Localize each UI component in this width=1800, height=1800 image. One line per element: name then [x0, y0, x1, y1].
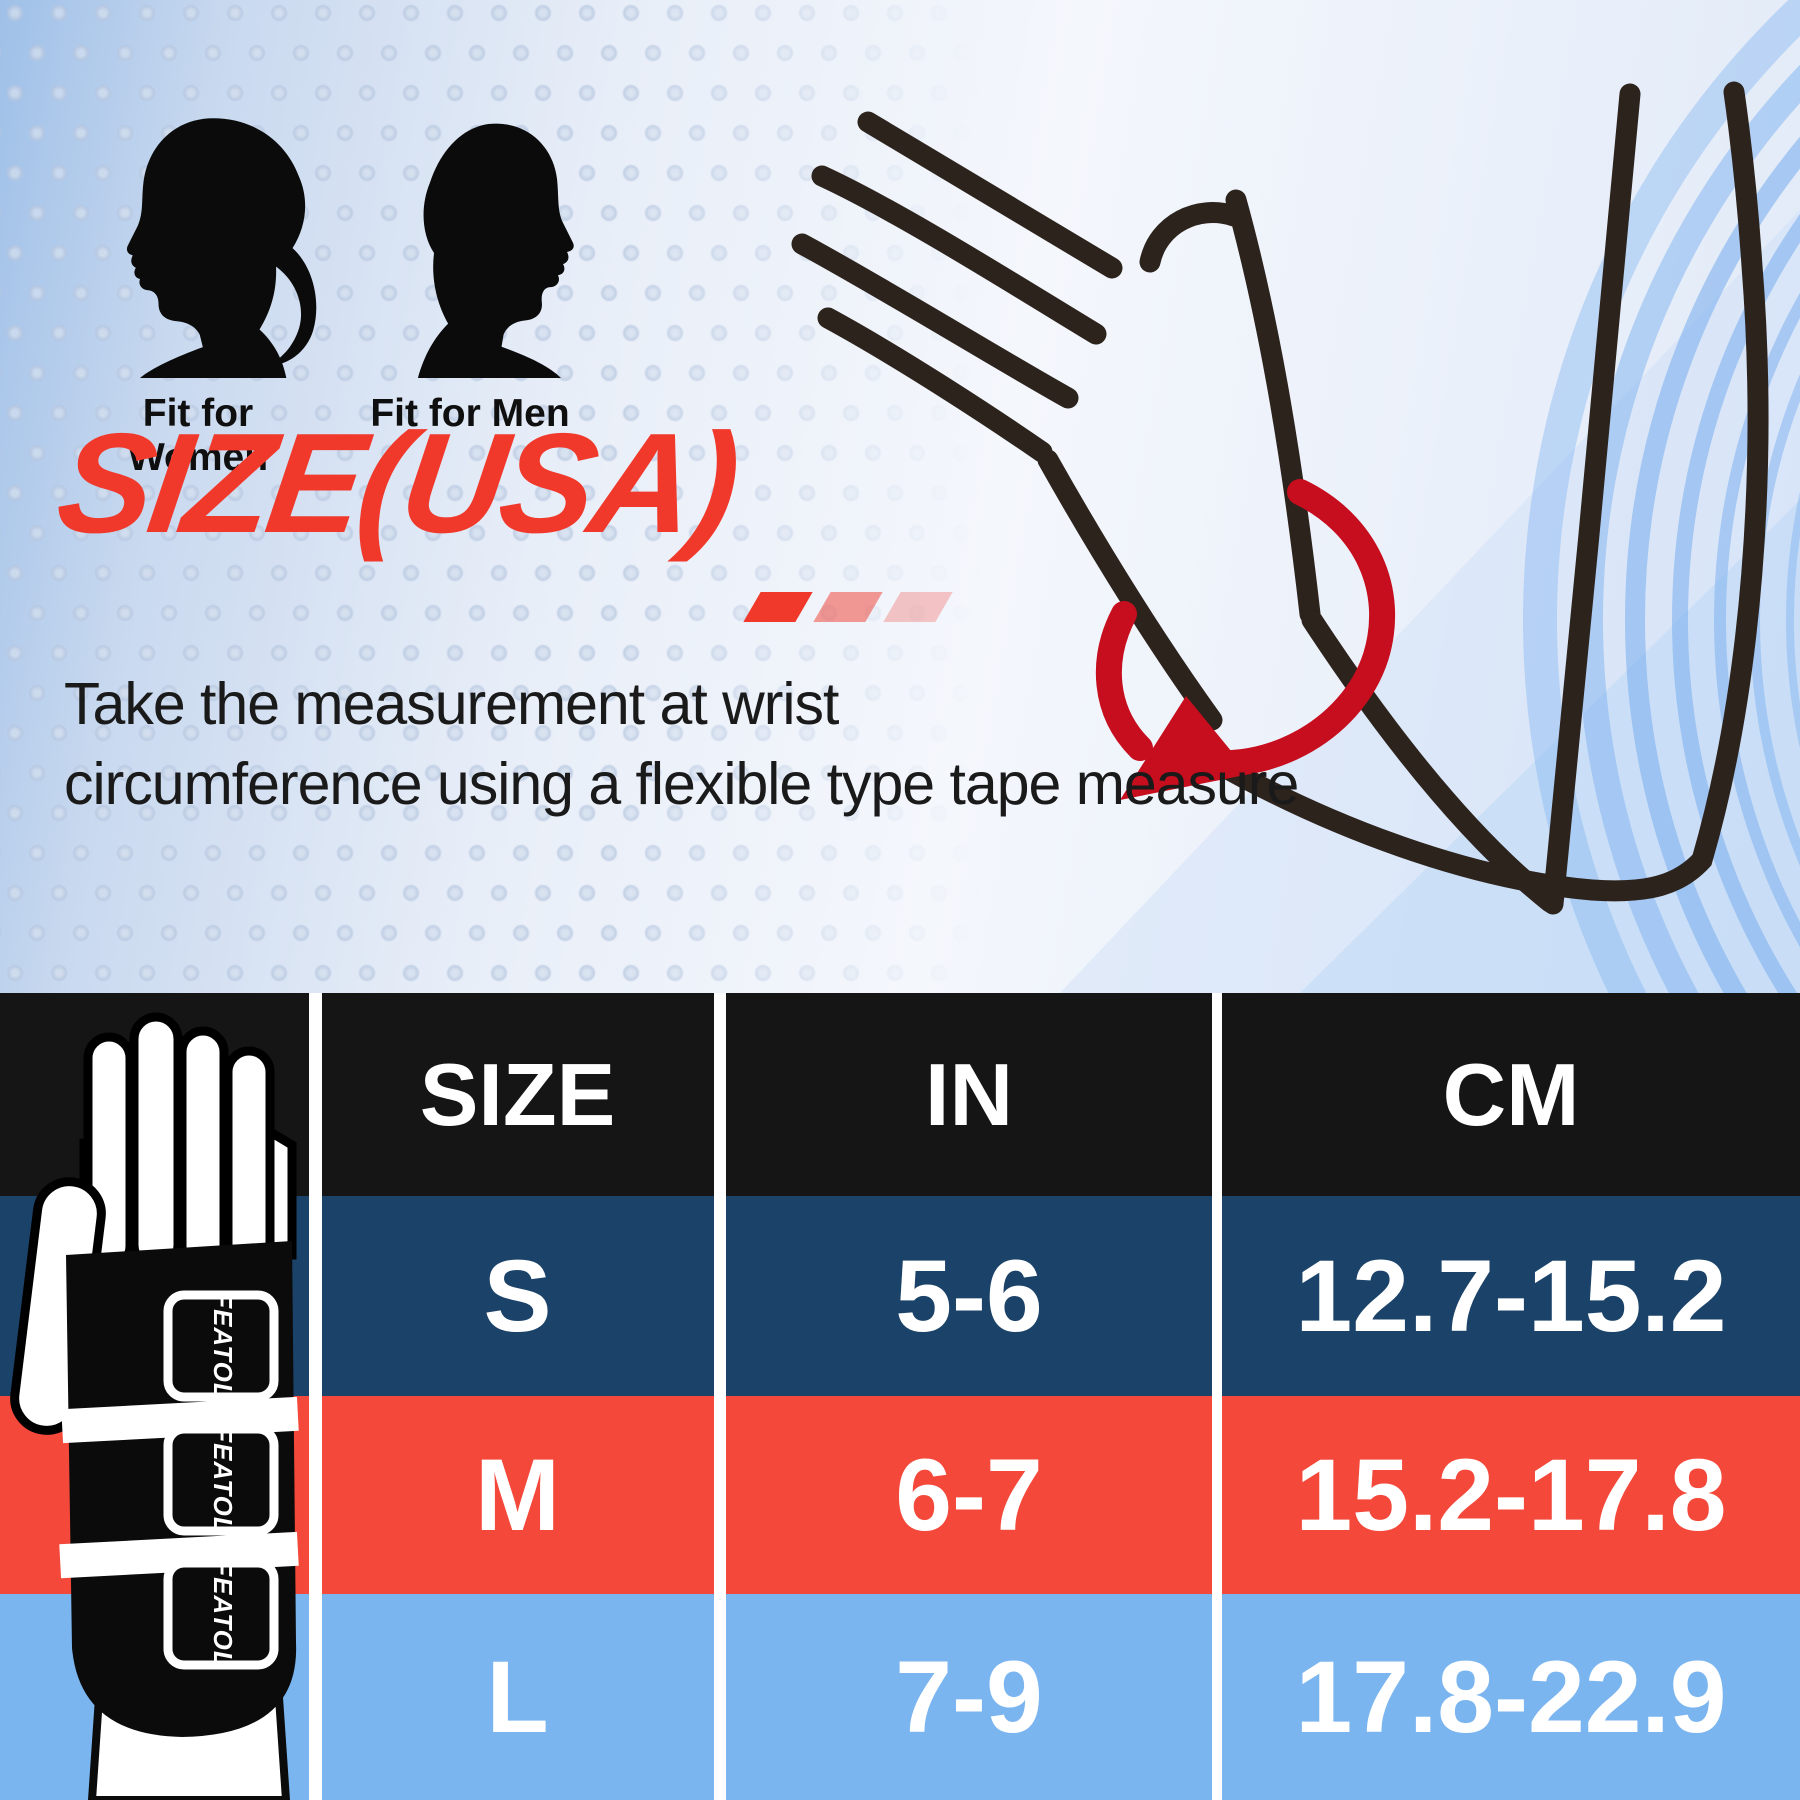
header-in: IN [925, 1044, 1013, 1144]
table-row-s-band [0, 1196, 1800, 1396]
wrist-measure-illustration [791, 81, 1769, 915]
column-separator [309, 993, 322, 1800]
brand-label: FEATOL [163, 1290, 279, 1402]
header-size: SIZE [419, 1044, 616, 1144]
brand-text: FEATOL [208, 1426, 238, 1534]
man-silhouette-icon [417, 123, 574, 378]
table-header-band [0, 993, 1800, 1196]
row-l-cm: 17.8-22.9 [1295, 1639, 1727, 1754]
finger-line [857, 111, 1123, 279]
column-separator [1212, 993, 1222, 1800]
row-l-in: 7-9 [895, 1639, 1043, 1754]
brand-label: FEATOL [163, 1424, 279, 1536]
brand-text: FEATOL [208, 1560, 238, 1668]
row-s-cm: 12.7-15.2 [1295, 1238, 1727, 1353]
fit-for-women-label: Fit for Women [127, 392, 269, 479]
dash-icon [813, 592, 883, 622]
row-l-size: L [486, 1639, 549, 1754]
column-separator [714, 993, 726, 1800]
instruction-line-1: Take the measurement at wrist [64, 671, 839, 737]
measurement-instructions: Take the measurement at wrist circumfere… [64, 664, 1624, 824]
table-row-l-band [0, 1594, 1800, 1800]
dash-icon [883, 592, 953, 622]
woman-silhouette-icon [126, 118, 317, 378]
dash-icon [743, 592, 813, 622]
wrist-brace-illustration: FEATOL FEATOL FEATOL [10, 1012, 299, 1800]
table-row-m-band [0, 1396, 1800, 1594]
measuring-tape-loop-icon [1095, 479, 1396, 800]
page-title: SIZE(USA) [48, 404, 746, 563]
brand-label: FEATOL [163, 1558, 279, 1670]
row-s-in: 5-6 [895, 1238, 1043, 1353]
instruction-line-2: circumference using a flexible type tape… [64, 751, 1299, 818]
header-cm: CM [1442, 1044, 1580, 1144]
fit-for-men-label: Fit for Men [370, 392, 570, 435]
top-section: Fit for Women Fit for Men SIZE(USA) Take… [0, 0, 1800, 993]
row-m-cm: 15.2-17.8 [1295, 1437, 1727, 1552]
row-m-in: 6-7 [895, 1437, 1043, 1552]
row-m-size: M [475, 1437, 560, 1552]
title-dashes [743, 592, 953, 622]
row-s-size: S [483, 1238, 552, 1353]
brand-text: FEATOL [208, 1292, 238, 1400]
